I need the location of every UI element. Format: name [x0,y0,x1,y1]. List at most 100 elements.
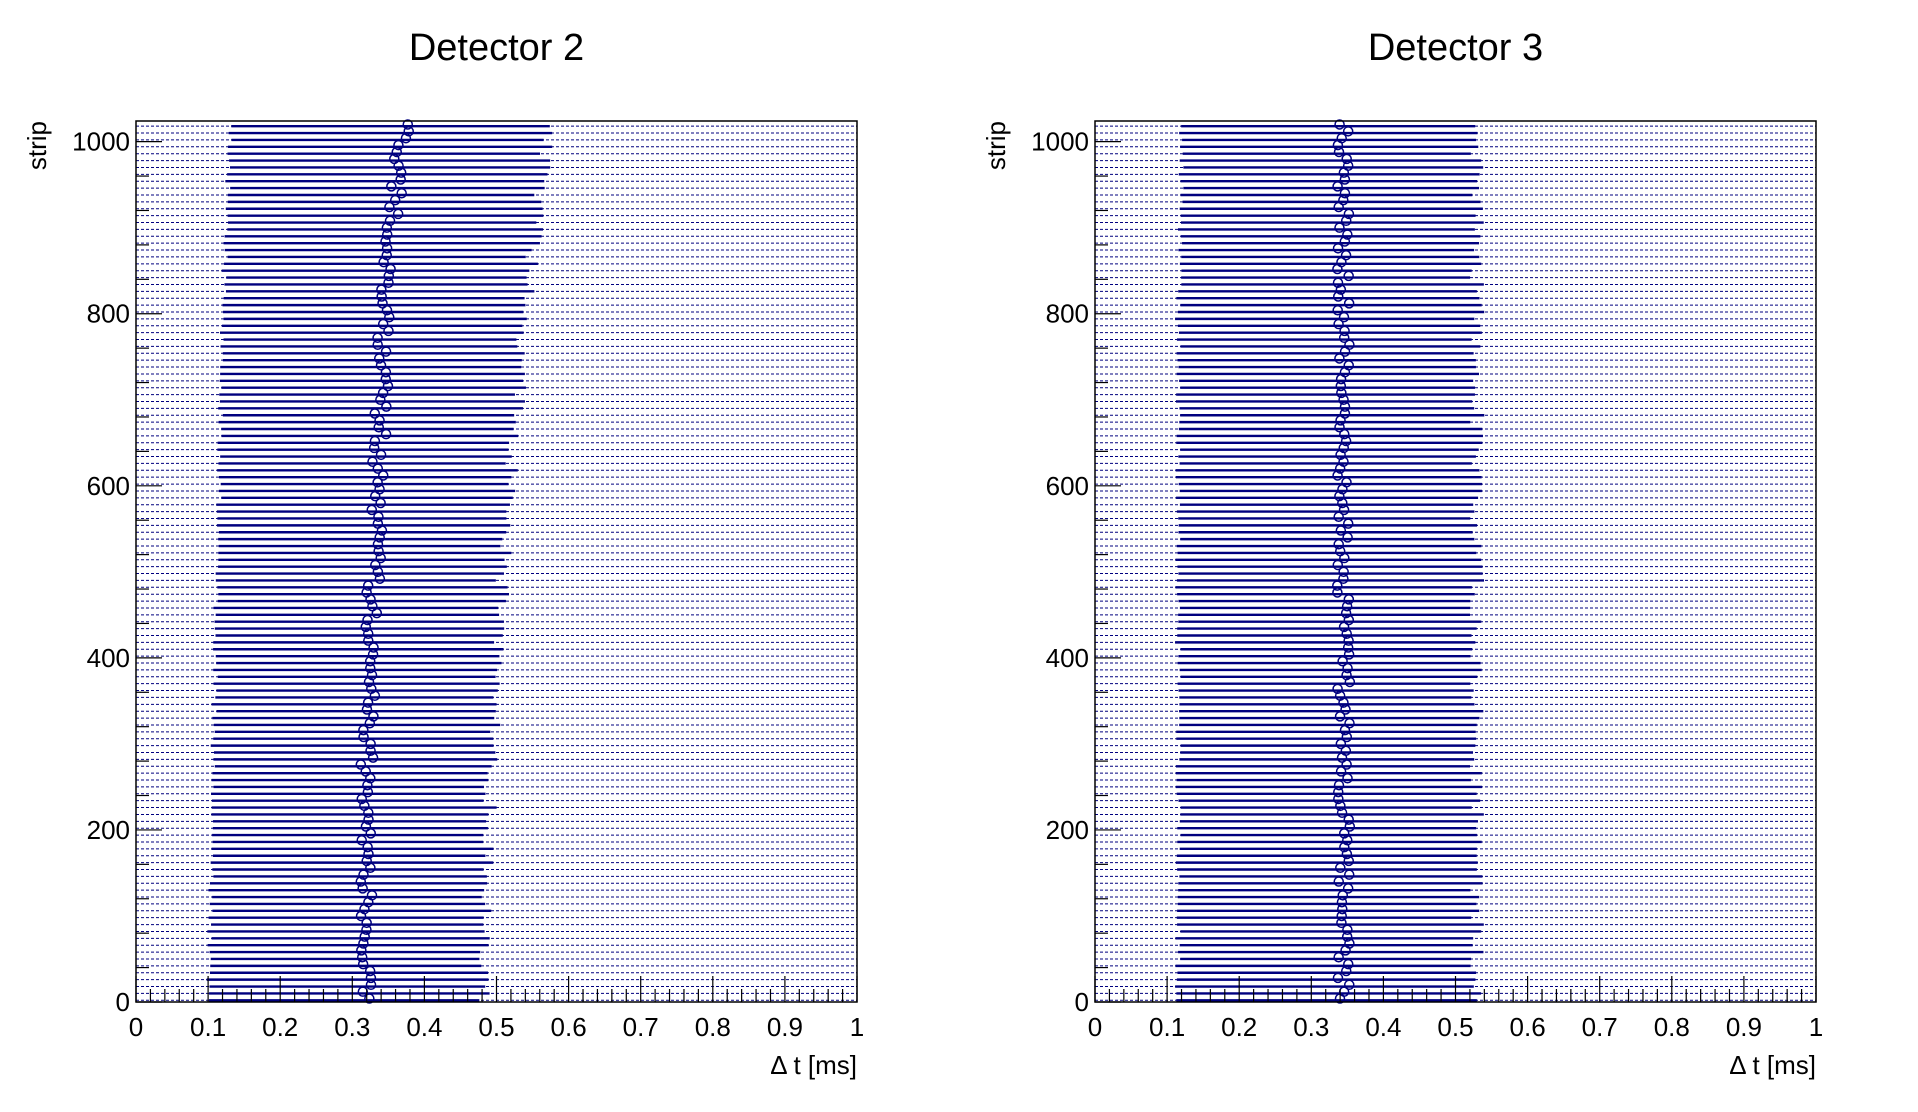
x-tick-label: 1 [850,1012,864,1042]
peak-marker [374,573,386,584]
peak-marker [369,408,381,419]
peak-marker [369,435,381,447]
x-tick-label: 0.7 [623,1012,659,1042]
peak-marker [1338,504,1350,516]
peak-marker [1335,862,1346,874]
peak-marker [1334,490,1345,502]
peak-marker [1339,841,1350,853]
y-tick-label: 1000 [72,127,130,157]
y-tick-label: 200 [1046,815,1089,845]
peak-marker [368,442,380,454]
peak-marker [382,380,394,392]
peak-marker [376,284,387,295]
peak-marker [372,566,384,578]
peak-marker [1340,704,1351,715]
peak-marker [1332,277,1344,288]
peak-marker [1343,855,1355,867]
peak-marker [365,738,376,750]
peak-marker [1338,456,1349,467]
peak-marker [361,855,372,867]
peak-marker [1342,773,1353,784]
peak-marker [362,580,374,591]
chart-title: Detector 3 [1368,27,1543,69]
peak-marker [1333,786,1344,798]
y-tick-label: 800 [87,299,130,329]
peak-marker [380,373,391,385]
peak-marker [373,422,384,433]
peak-marker [1342,835,1353,846]
chart-title: Detector 2 [409,27,584,69]
peak-marker [1332,305,1343,316]
peak-marker [368,711,379,722]
x-tick-label: 0.3 [334,1012,370,1042]
peak-marker [1343,270,1354,282]
peak-marker [1337,656,1348,667]
x-axis: 0 0.1 0.2 0.3 0.4 0.5 0.6 0.7 0.8 0.9 1 Δ t [ms] [129,976,864,1080]
peak-marker [374,532,385,543]
peak-marker [1339,236,1351,247]
x-tick-label: 0.3 [1293,1012,1329,1042]
peak-marker [395,174,406,185]
peak-marker [1342,924,1353,935]
peak-marker [1334,422,1345,433]
y-tick-label: 400 [1046,643,1089,673]
peak-marker [358,938,369,949]
peak-marker [1333,779,1345,791]
peak-marker [361,587,372,598]
x-tick-label: 0.9 [767,1012,803,1042]
peak-marker [1333,291,1344,302]
peak-marker [362,841,373,853]
peak-marker [361,924,372,935]
peak-marker [1343,958,1354,970]
peak-marker [363,676,375,688]
peak-marker [367,600,378,612]
peak-marker [356,835,367,846]
peak-marker [1334,119,1345,130]
peak-marker [1339,174,1351,185]
peak-marker [378,256,389,268]
x-axis: 0 0.1 0.2 0.3 0.4 0.5 0.6 0.7 0.8 0.9 1 Δ t [ms] [1088,976,1823,1080]
peak-marker [385,263,396,275]
peak-marker [377,470,389,481]
peak-marker [362,697,374,708]
y-axis: 0 200 400 600 800 1000 strip [22,121,162,1017]
peak-marker [365,979,377,991]
x-tick-label: 0.7 [1582,1012,1618,1042]
peak-marker [1341,628,1352,640]
peak-marker [1339,428,1350,440]
x-tick-label: 0.6 [551,1012,587,1042]
peak-marker [367,752,379,763]
peak-marker [373,353,385,364]
peak-marker [393,139,404,151]
peak-marker [1336,896,1348,908]
peak-marker [375,552,386,564]
x-tick-label: 0.1 [190,1012,226,1042]
x-tick-label: 0.5 [478,1012,514,1042]
x-tick-label: 1 [1809,1012,1823,1042]
peak-marker [383,277,394,288]
peak-marker [360,621,372,633]
peak-marker [1332,559,1344,571]
peak-marker [372,477,383,488]
y-tick-label: 600 [1046,471,1089,501]
peak-marker [1340,965,1352,977]
peak-marker [1333,318,1344,330]
peak-marker [1334,222,1345,233]
chart-svg: Detector 2 0 0.1 0.2 0.3 0.4 0.5 0.6 0.7 0.8 0.9 1 Δ… [22,27,864,1080]
y-tick-label: 0 [1075,987,1089,1017]
peak-marker [355,759,367,770]
peak-marker [395,167,407,178]
peak-marker [381,243,393,254]
peak-marker [363,814,374,825]
peak-marker [1341,669,1352,681]
peak-marker [1334,711,1346,722]
peak-marker [375,360,387,371]
peak-marker [1341,477,1352,488]
peak-marker [356,793,368,805]
peak-marker [365,662,376,674]
y-tick-label: 1000 [1031,127,1089,157]
peak-marker [1342,229,1353,240]
y-axis-label: strip [22,121,52,170]
chart-panel-detector-2: Detector 2 0 0.1 0.2 0.3 0.4 0.5 0.6 0.7 0.8 0.9 1 Δ… [22,27,864,1080]
peak-marker [1343,869,1355,880]
